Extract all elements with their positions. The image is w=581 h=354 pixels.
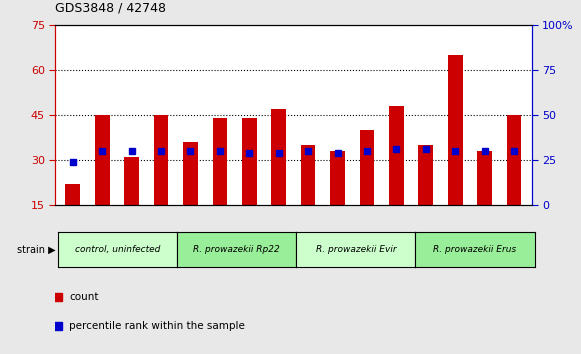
Bar bbox=[213, 118, 227, 205]
Bar bbox=[183, 142, 198, 205]
Bar bbox=[389, 106, 404, 205]
Bar bbox=[66, 184, 80, 205]
Bar bbox=[448, 55, 462, 205]
Text: strain ▶: strain ▶ bbox=[17, 245, 55, 255]
Bar bbox=[360, 130, 374, 205]
Bar bbox=[418, 145, 433, 205]
Bar bbox=[124, 157, 139, 205]
Bar bbox=[477, 151, 492, 205]
Bar bbox=[95, 115, 110, 205]
Text: control, uninfected: control, uninfected bbox=[75, 245, 160, 254]
Bar bbox=[507, 115, 521, 205]
Bar bbox=[154, 115, 168, 205]
Text: percentile rank within the sample: percentile rank within the sample bbox=[70, 321, 245, 331]
Bar bbox=[242, 118, 257, 205]
Text: R. prowazekii Evir: R. prowazekii Evir bbox=[315, 245, 396, 254]
Bar bbox=[271, 109, 286, 205]
Text: count: count bbox=[70, 292, 99, 302]
Bar bbox=[301, 145, 315, 205]
Text: R. prowazekii Rp22: R. prowazekii Rp22 bbox=[193, 245, 280, 254]
Text: GDS3848 / 42748: GDS3848 / 42748 bbox=[55, 1, 166, 14]
Text: R. prowazekii Erus: R. prowazekii Erus bbox=[433, 245, 517, 254]
Bar bbox=[330, 151, 345, 205]
